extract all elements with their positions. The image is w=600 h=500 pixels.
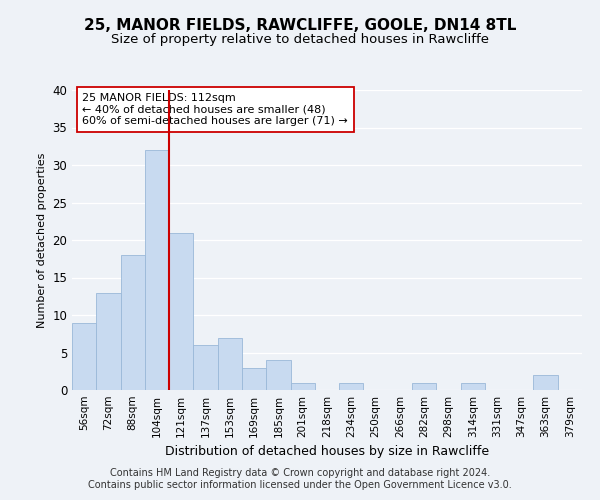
Text: 25, MANOR FIELDS, RAWCLIFFE, GOOLE, DN14 8TL: 25, MANOR FIELDS, RAWCLIFFE, GOOLE, DN14… — [84, 18, 516, 32]
Bar — [412, 382, 436, 390]
Bar — [266, 360, 290, 390]
Text: 25 MANOR FIELDS: 112sqm
← 40% of detached houses are smaller (48)
60% of semi-de: 25 MANOR FIELDS: 112sqm ← 40% of detache… — [82, 93, 348, 126]
Bar — [242, 368, 266, 390]
Text: Size of property relative to detached houses in Rawcliffe: Size of property relative to detached ho… — [111, 32, 489, 46]
Bar — [193, 345, 218, 390]
Bar — [339, 382, 364, 390]
Bar — [533, 375, 558, 390]
Text: Contains HM Land Registry data © Crown copyright and database right 2024.
Contai: Contains HM Land Registry data © Crown c… — [88, 468, 512, 490]
Bar — [461, 382, 485, 390]
Bar — [72, 322, 96, 390]
Bar — [121, 255, 145, 390]
Y-axis label: Number of detached properties: Number of detached properties — [37, 152, 47, 328]
X-axis label: Distribution of detached houses by size in Rawcliffe: Distribution of detached houses by size … — [165, 446, 489, 458]
Bar — [96, 292, 121, 390]
Bar — [218, 338, 242, 390]
Bar — [169, 232, 193, 390]
Bar — [145, 150, 169, 390]
Bar — [290, 382, 315, 390]
